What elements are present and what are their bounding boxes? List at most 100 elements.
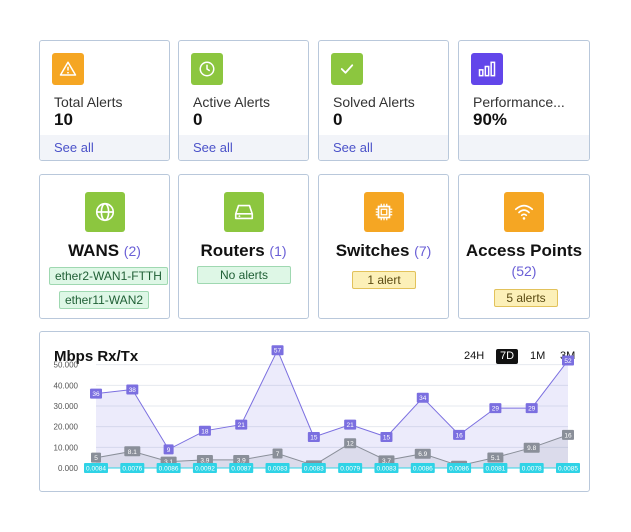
status-badge[interactable]: 1 alert bbox=[352, 271, 416, 289]
data-label-bg bbox=[233, 454, 250, 465]
wans-card[interactable]: WANS (2) ether2-WAN1-FTTH ether11-WAN2 bbox=[39, 174, 170, 319]
card-footer: See all bbox=[179, 135, 308, 160]
data-label-bg bbox=[410, 463, 435, 473]
data-label: 21 bbox=[238, 422, 246, 429]
data-label-bg bbox=[91, 452, 101, 463]
range-1m-button[interactable]: 1M bbox=[530, 350, 546, 362]
data-label: 57 bbox=[274, 348, 282, 355]
stat-value: 0 bbox=[333, 110, 343, 129]
data-label: 0.0086 bbox=[159, 466, 179, 473]
data-label-bg bbox=[489, 403, 502, 414]
data-label-bg bbox=[416, 392, 429, 403]
status-badge[interactable]: 5 alerts bbox=[494, 289, 558, 307]
stat-value: 90% bbox=[473, 110, 508, 129]
device-count: (1) bbox=[269, 243, 287, 259]
data-label-bg bbox=[483, 463, 508, 473]
data-label: 3.1 bbox=[164, 459, 173, 466]
stat-label: Solved Alerts bbox=[333, 94, 415, 110]
data-label: 0.0083 bbox=[268, 466, 288, 473]
clock-icon bbox=[199, 61, 215, 77]
data-label-bg bbox=[380, 432, 393, 442]
device-count: (52) bbox=[511, 263, 537, 279]
see-all-link[interactable]: See all bbox=[333, 140, 373, 155]
y-tick-label: 40.000 bbox=[54, 381, 79, 390]
data-label: 3.7 bbox=[382, 458, 391, 465]
router-icon-box bbox=[223, 192, 264, 232]
data-label: 12 bbox=[347, 441, 355, 448]
see-all-link[interactable]: See all bbox=[54, 140, 94, 155]
device-title: Switches (7) bbox=[335, 241, 432, 260]
data-label: 0.0092 bbox=[195, 466, 215, 473]
data-label-bg bbox=[126, 384, 139, 395]
data-label: 0.0086 bbox=[413, 466, 433, 473]
data-label-bg bbox=[198, 425, 211, 436]
series-line bbox=[95, 348, 569, 451]
wifi-icon bbox=[514, 204, 534, 220]
card-footer: See all bbox=[319, 135, 448, 160]
data-label-bg bbox=[90, 388, 102, 399]
data-label: 18 bbox=[201, 428, 209, 435]
warning-icon bbox=[59, 61, 77, 76]
range-7d-button[interactable]: 7D bbox=[496, 349, 519, 364]
data-label-bg bbox=[235, 419, 248, 430]
data-label-bg bbox=[271, 345, 284, 356]
traffic-chart: 0.000 10.000 20.000 30.000 40.000 50.000 36 38 9… bbox=[54, 345, 580, 473]
data-label: 3.9 bbox=[237, 457, 246, 464]
data-label: 16 bbox=[455, 432, 463, 439]
clock-icon-box bbox=[191, 53, 223, 85]
device-count: (7) bbox=[414, 243, 432, 259]
stat-label: Total Alerts bbox=[54, 94, 123, 110]
data-label: 52 bbox=[564, 358, 572, 365]
data-label: 15 bbox=[310, 435, 318, 442]
stat-value: 10 bbox=[54, 110, 73, 129]
y-tick-label: 30.000 bbox=[54, 402, 79, 411]
data-label-bg bbox=[272, 448, 283, 459]
card-footer: See all bbox=[40, 135, 169, 160]
y-tick-label: 20.000 bbox=[54, 423, 79, 432]
data-label: 0.0084 bbox=[86, 466, 106, 473]
data-label: 0.0086 bbox=[449, 466, 469, 473]
solved-alerts-card: Solved Alerts 0 See all bbox=[318, 40, 449, 161]
data-label: 8.1 bbox=[128, 449, 137, 456]
data-label-bg bbox=[525, 403, 538, 414]
stat-value: 0 bbox=[193, 110, 203, 129]
data-label: 0.0083 bbox=[377, 466, 397, 473]
data-label-bg bbox=[229, 463, 254, 473]
data-label: 21 bbox=[347, 422, 355, 429]
data-label-bg bbox=[192, 463, 217, 473]
stat-label: Performance... bbox=[473, 94, 565, 110]
range-24h-button[interactable]: 24H bbox=[464, 350, 485, 362]
data-label: 7 bbox=[276, 451, 280, 458]
status-badge[interactable]: No alerts bbox=[197, 266, 291, 284]
routers-card[interactable]: Routers (1) No alerts bbox=[178, 174, 309, 319]
data-label: 36 bbox=[92, 391, 100, 398]
data-label: 29 bbox=[528, 406, 536, 413]
data-label-bg bbox=[447, 463, 472, 473]
data-label-bg bbox=[196, 454, 213, 465]
access-points-card[interactable]: Access Points (52) 5 alerts bbox=[458, 174, 590, 319]
chip-icon-box bbox=[363, 192, 404, 232]
data-label-bg bbox=[124, 446, 141, 457]
data-label: 0.0083 bbox=[304, 466, 324, 473]
switches-card[interactable]: Switches (7) 1 alert bbox=[318, 174, 449, 319]
total-alerts-card: Total Alerts 10 See all bbox=[39, 40, 170, 161]
y-tick-label: 0.000 bbox=[58, 464, 79, 473]
wan-tag[interactable]: ether11-WAN2 bbox=[59, 291, 150, 309]
data-label-bg bbox=[163, 444, 174, 455]
data-label-bg bbox=[487, 452, 504, 463]
globe-icon bbox=[95, 202, 114, 222]
data-label: 0.0078 bbox=[522, 466, 542, 473]
data-label: 0.0076 bbox=[122, 466, 142, 473]
router-icon bbox=[234, 204, 253, 220]
y-tick-label: 50.000 bbox=[54, 361, 79, 370]
data-label-bg bbox=[156, 463, 181, 473]
data-label: 16 bbox=[564, 432, 572, 439]
bar-chart-icon bbox=[478, 61, 496, 77]
wan-tag[interactable]: ether2-WAN1-FTTH bbox=[49, 267, 168, 285]
data-label-bg bbox=[120, 463, 145, 473]
wifi-icon-box bbox=[504, 192, 544, 232]
data-label: 9 bbox=[167, 447, 171, 454]
see-all-link[interactable]: See all bbox=[193, 140, 233, 155]
device-title: Routers (1) bbox=[200, 241, 287, 260]
data-label-bg bbox=[523, 442, 540, 453]
